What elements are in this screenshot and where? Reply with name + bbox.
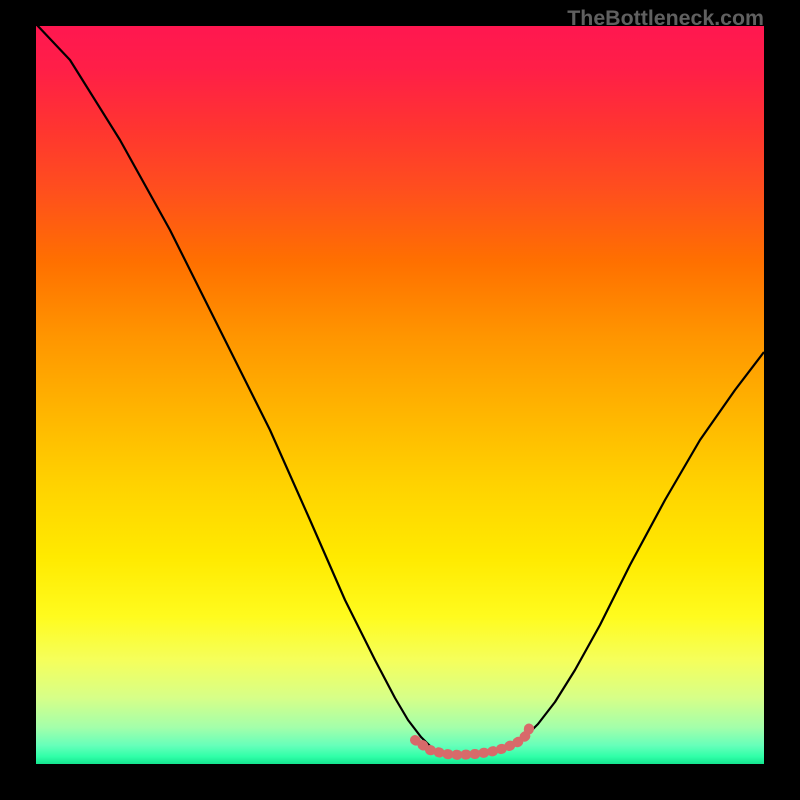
gradient-background <box>36 26 764 764</box>
chart-frame: TheBottleneck.com <box>0 0 800 800</box>
watermark-label: TheBottleneck.com <box>567 6 764 31</box>
